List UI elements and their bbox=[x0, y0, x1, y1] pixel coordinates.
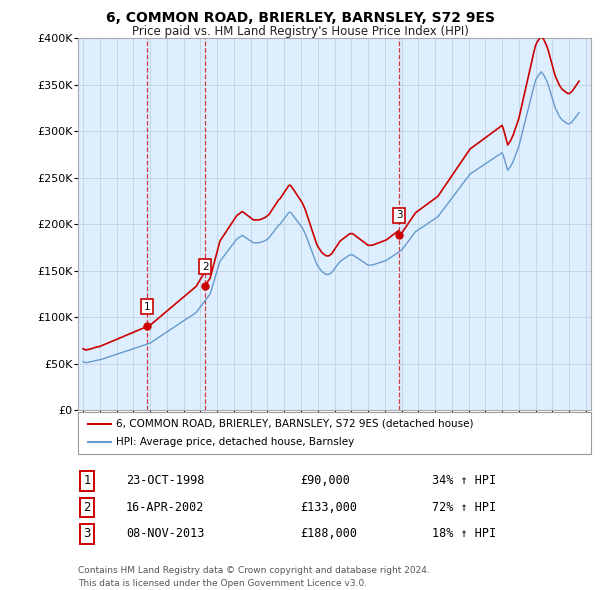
Text: £90,000: £90,000 bbox=[300, 474, 350, 487]
Text: This data is licensed under the Open Government Licence v3.0.: This data is licensed under the Open Gov… bbox=[78, 579, 367, 588]
Text: 1: 1 bbox=[83, 474, 91, 487]
Text: HPI: Average price, detached house, Barnsley: HPI: Average price, detached house, Barn… bbox=[116, 437, 355, 447]
Text: 72% ↑ HPI: 72% ↑ HPI bbox=[432, 501, 496, 514]
Text: 2: 2 bbox=[202, 261, 209, 271]
Text: 6, COMMON ROAD, BRIERLEY, BARNSLEY, S72 9ES (detached house): 6, COMMON ROAD, BRIERLEY, BARNSLEY, S72 … bbox=[116, 419, 474, 429]
Text: 34% ↑ HPI: 34% ↑ HPI bbox=[432, 474, 496, 487]
Text: 08-NOV-2013: 08-NOV-2013 bbox=[126, 527, 205, 540]
Text: 1: 1 bbox=[143, 301, 150, 312]
Text: 3: 3 bbox=[83, 527, 91, 540]
Text: Contains HM Land Registry data © Crown copyright and database right 2024.: Contains HM Land Registry data © Crown c… bbox=[78, 566, 430, 575]
Text: 16-APR-2002: 16-APR-2002 bbox=[126, 501, 205, 514]
Text: 23-OCT-1998: 23-OCT-1998 bbox=[126, 474, 205, 487]
Text: 18% ↑ HPI: 18% ↑ HPI bbox=[432, 527, 496, 540]
Text: 2: 2 bbox=[83, 501, 91, 514]
Text: £133,000: £133,000 bbox=[300, 501, 357, 514]
Text: £188,000: £188,000 bbox=[300, 527, 357, 540]
Text: 6, COMMON ROAD, BRIERLEY, BARNSLEY, S72 9ES: 6, COMMON ROAD, BRIERLEY, BARNSLEY, S72 … bbox=[106, 11, 494, 25]
Text: Price paid vs. HM Land Registry's House Price Index (HPI): Price paid vs. HM Land Registry's House … bbox=[131, 25, 469, 38]
Text: 3: 3 bbox=[396, 211, 403, 221]
FancyBboxPatch shape bbox=[78, 412, 591, 454]
